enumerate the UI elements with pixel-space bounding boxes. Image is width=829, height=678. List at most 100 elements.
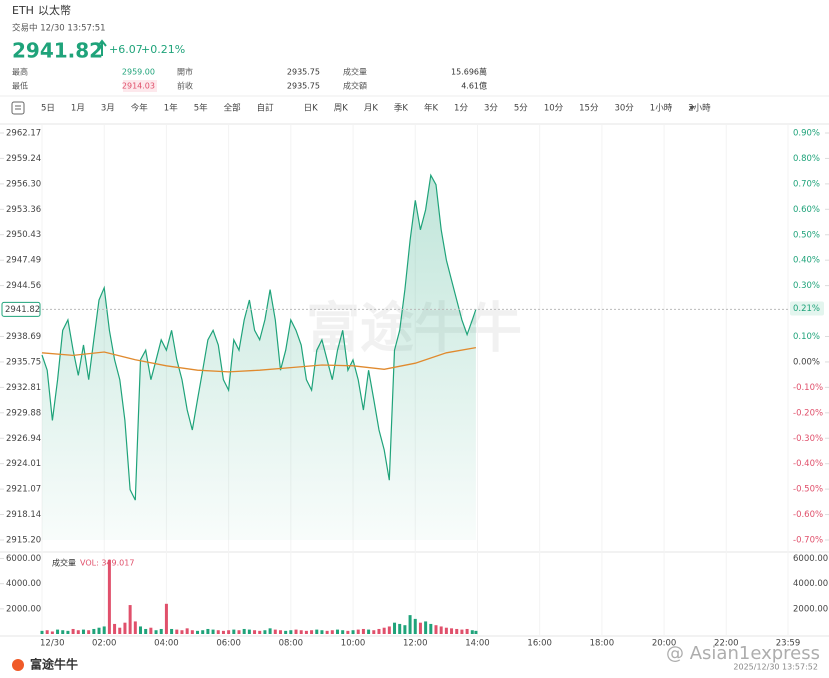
last-pct-label: 0.21% (793, 304, 820, 314)
volume-bar (66, 630, 70, 634)
tab[interactable]: 2小時 (688, 103, 711, 114)
volume-bar (403, 625, 407, 634)
more-arrow[interactable] (689, 106, 695, 110)
volume-bar (247, 629, 251, 634)
tab-icon[interactable] (11, 101, 25, 115)
y-tick-label: 2959.24 (6, 154, 41, 164)
volume-bar (149, 627, 153, 634)
volume-bar (289, 630, 293, 634)
volume-bar (382, 627, 386, 634)
last-pct-box (790, 301, 824, 316)
y-tick-label: 2924.01 (6, 459, 41, 469)
volume-bar (61, 630, 65, 634)
volume-bar (97, 627, 101, 634)
tab[interactable]: 1月 (71, 104, 85, 114)
y-tick-label: 2962.17 (6, 129, 41, 139)
tab[interactable]: 月K (364, 104, 379, 114)
stat-label: 前收 (177, 81, 193, 91)
tab[interactable]: 5日 (41, 104, 55, 114)
tab[interactable]: 5年 (194, 103, 208, 114)
volume-bar (387, 626, 391, 634)
y2-tick-label: -0.30% (793, 434, 823, 444)
tab[interactable]: 1分 (454, 104, 468, 114)
y2-tick-label: 0.90% (793, 129, 820, 139)
y-tick-label: 2953.36 (6, 205, 41, 215)
y2-tick-label: 0.10% (793, 332, 820, 342)
stat-value: 2935.75 (287, 82, 320, 91)
volume-bar (107, 559, 111, 634)
y-tick-label: 2947.49 (6, 256, 41, 266)
tab[interactable]: 周K (334, 104, 349, 114)
y2-tick-label: 0.30% (793, 281, 820, 291)
volume-bar (227, 630, 231, 634)
tab[interactable]: 15分 (579, 104, 599, 114)
y2-tick-label: 2000.00 (793, 604, 828, 614)
volume-bar (465, 628, 469, 634)
y2-tick-label: 0.50% (793, 230, 820, 240)
volume-bar (45, 630, 49, 634)
volume-bar (76, 630, 80, 634)
volume-bar (170, 628, 174, 634)
y-tick-label: 2929.88 (6, 408, 41, 418)
stat-value: 15.696萬 (451, 67, 487, 77)
volume-bar (273, 629, 277, 634)
tab[interactable]: 10分 (544, 104, 564, 114)
tab[interactable]: 年K (424, 103, 439, 114)
y-tick-label: 2918.14 (6, 510, 41, 520)
volume-bar (413, 618, 417, 634)
tab[interactable]: 季K (394, 103, 409, 114)
volume-bar (335, 629, 339, 634)
y-tick-label: 4000.00 (6, 579, 41, 589)
tab[interactable]: 日K (304, 104, 319, 114)
volume-bar (439, 626, 443, 634)
volume-bar (232, 629, 236, 634)
y2-tick-label: -0.20% (793, 408, 823, 418)
logo-icon (12, 659, 24, 671)
volume-bar (154, 630, 158, 634)
x-tick-label: 16:00 (527, 639, 552, 649)
volume-bar (310, 630, 314, 634)
tab[interactable]: 3月 (101, 104, 115, 114)
stat-label: 開市 (177, 67, 193, 77)
volume-bar (304, 630, 308, 634)
tab[interactable]: 5分 (514, 104, 528, 114)
tab[interactable]: 30分 (614, 104, 634, 114)
volume-bar (40, 630, 44, 634)
volume-bar (320, 630, 324, 634)
status: 交易中 12/30 13:57:51 (12, 23, 106, 34)
tab[interactable]: 自訂 (257, 103, 275, 114)
tab[interactable]: 3分 (484, 104, 498, 114)
volume-bar (372, 630, 376, 634)
stat-label: 成交額 (343, 81, 367, 91)
x-tick-label: 10:00 (341, 639, 366, 649)
volume-bar (434, 625, 438, 634)
volume-bar (455, 628, 459, 634)
volume-bar (211, 629, 215, 634)
asset-name: 以太幣 (38, 4, 71, 17)
volume-bar (206, 628, 210, 634)
volume-bar (123, 622, 127, 634)
volume-bar (159, 628, 163, 634)
tab[interactable]: 1小時 (650, 103, 673, 114)
tab[interactable]: 今年 (131, 103, 149, 114)
tab[interactable]: 1年 (164, 103, 178, 114)
volume-bar (216, 630, 220, 634)
volume-bar (201, 630, 205, 634)
volume-bar (278, 630, 282, 634)
x-tick-label: 08:00 (279, 639, 304, 649)
y-tick-label: 2935.75 (6, 357, 41, 367)
volume-bar (367, 629, 371, 634)
volume-bar (133, 621, 137, 634)
stat-label: 成交量 (343, 67, 367, 77)
volume-bar (263, 630, 267, 634)
x-tick-label: 06:00 (216, 639, 241, 649)
volume-bar (164, 603, 168, 634)
volume-bar (50, 631, 54, 634)
y2-tick-label: 6000.00 (793, 554, 828, 564)
volume-bar (71, 628, 75, 634)
volume-bar (253, 630, 257, 634)
volume-bar (470, 630, 474, 634)
tab[interactable]: 全部 (224, 103, 242, 114)
